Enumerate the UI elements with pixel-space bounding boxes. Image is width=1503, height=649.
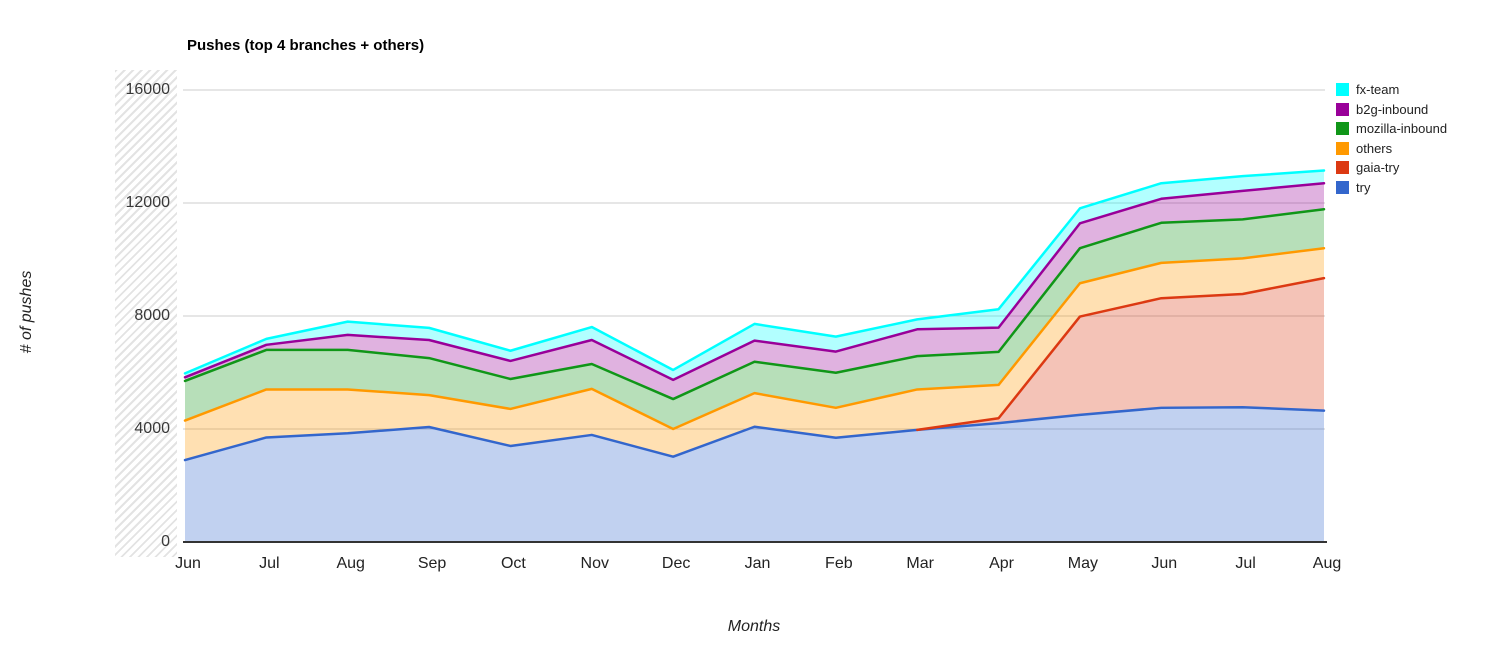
line-b2g-inbound	[183, 181, 1326, 382]
axis-hatch-band	[115, 70, 177, 557]
x-tick-label: Apr	[989, 555, 1015, 572]
x-tick-label: Jun	[1151, 555, 1178, 572]
x-tick-label: Dec	[661, 555, 691, 572]
y-tick-label: 16000	[125, 81, 171, 98]
x-tick-label: Aug	[1312, 555, 1342, 572]
line-fx-team	[183, 169, 1326, 375]
line-others	[183, 246, 1326, 431]
legend-item-gaia-try: gaia-try	[1336, 161, 1447, 174]
chart-title: Pushes (top 4 branches + others)	[187, 37, 425, 54]
legend-item-try: try	[1336, 179, 1447, 195]
legend-label: b2g-inbound	[1356, 101, 1429, 117]
legend-item-others: others	[1336, 140, 1447, 156]
area-others[interactable]	[185, 248, 1324, 461]
y-axis-title: # of pushes	[18, 270, 35, 354]
legend-swatch-b2g-inbound	[1336, 102, 1349, 116]
legend-label: try	[1356, 179, 1371, 195]
x-tick-label: Jul	[1235, 555, 1256, 572]
x-tick-label: Jan	[744, 555, 771, 572]
line-try	[183, 405, 1326, 462]
y-tick-label: 12000	[125, 194, 171, 211]
area-fx-team[interactable]	[185, 170, 1324, 380]
legend-label: others	[1356, 140, 1393, 156]
y-tick-label: 4000	[134, 420, 170, 437]
x-tick-label: Feb	[825, 555, 853, 572]
area-gaia-try[interactable]	[917, 278, 1324, 430]
x-tick-label: Oct	[500, 555, 526, 572]
legend-item-mozilla-inbound: mozilla-inbound	[1336, 122, 1447, 135]
x-tick-label: Sep	[417, 555, 447, 572]
x-tick-label: Jul	[259, 555, 280, 572]
legend-label: gaia-try	[1356, 160, 1400, 175]
legend-swatch-mozilla-inbound	[1336, 122, 1349, 135]
area-b2g-inbound[interactable]	[185, 183, 1324, 400]
x-tick-label: Aug	[336, 555, 365, 572]
legend-swatch-gaia-try	[1336, 161, 1349, 174]
x-tick-label: Mar	[906, 555, 934, 572]
legend-item-b2g-inbound: b2g-inbound	[1336, 101, 1447, 117]
legend-swatch-try	[1336, 180, 1349, 194]
legend-label: fx-team	[1356, 82, 1400, 97]
legend-swatch-fx-team	[1336, 83, 1349, 96]
line-mozilla-inbound	[183, 207, 1326, 401]
x-axis-title: Months	[727, 618, 781, 635]
x-tick-label: May	[1067, 555, 1099, 572]
line-gaia-try	[915, 276, 1326, 432]
area-mozilla-inbound[interactable]	[185, 209, 1324, 429]
legend-item-fx-team: fx-team	[1336, 83, 1447, 96]
chart-legend: fx-team b2g-inbound mozilla-inbound others g…	[1336, 83, 1447, 200]
x-tick-label: Jun	[175, 555, 201, 572]
x-tick-label: Nov	[580, 555, 609, 572]
area-try[interactable]	[185, 407, 1324, 542]
y-tick-label: 8000	[134, 307, 170, 324]
y-tick-label: 0	[161, 533, 170, 550]
legend-swatch-others	[1336, 141, 1349, 155]
legend-label: mozilla-inbound	[1356, 121, 1448, 136]
